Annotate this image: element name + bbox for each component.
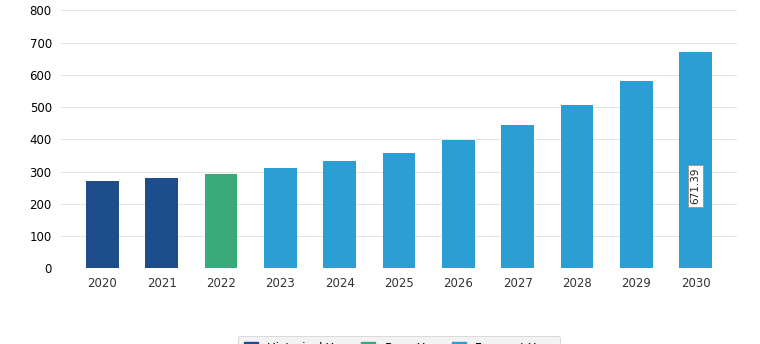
Bar [323, 161, 356, 268]
Bar [383, 153, 415, 268]
Bar [86, 181, 119, 268]
Bar [620, 81, 653, 268]
Bar [264, 168, 296, 268]
Text: 671.39: 671.39 [691, 168, 701, 204]
Bar [442, 140, 475, 268]
Bar [679, 52, 712, 268]
Bar [561, 105, 594, 268]
Bar [204, 174, 237, 268]
Bar [502, 126, 534, 268]
Legend: Historical Year, Base Year, Forecast Year: Historical Year, Base Year, Forecast Yea… [238, 336, 560, 344]
Bar [145, 178, 178, 268]
